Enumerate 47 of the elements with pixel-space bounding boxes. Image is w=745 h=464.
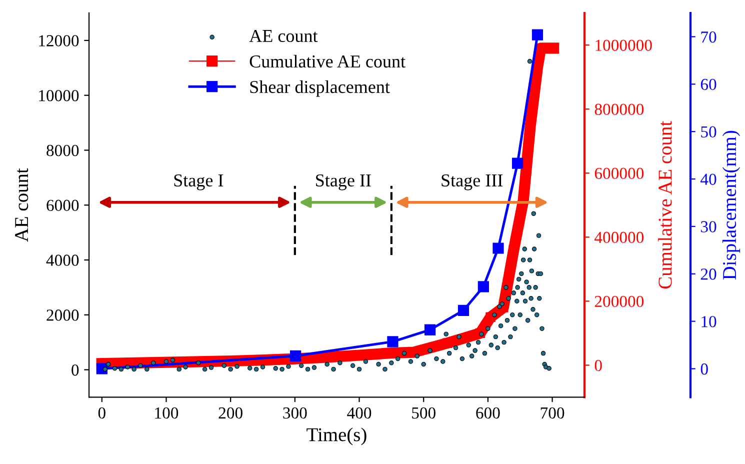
- x-tick-label: 400: [347, 407, 372, 419]
- annotation: Stage III: [442, 174, 503, 190]
- point: [532, 29, 544, 40]
- y3-tick-label: 60: [700, 78, 716, 90]
- x-tick-label: 700: [540, 407, 564, 419]
- y2-tick-label: 600000: [594, 168, 644, 180]
- x-tick-label: 0: [98, 407, 106, 419]
- y3-tick-label: 50: [701, 126, 716, 138]
- x-tick-label: 200: [218, 407, 242, 419]
- y-tick-label: 12000: [39, 35, 79, 46]
- y-tick-label: 10000: [39, 90, 79, 102]
- x-axis-title: Time(s): [306, 428, 366, 446]
- x-tick-label: 600: [476, 407, 500, 419]
- legend-label: Shear displacement: [250, 80, 390, 97]
- y3-tick-label: 10: [702, 316, 716, 328]
- legend-label: AE count: [249, 30, 318, 42]
- annotation: Stage II: [316, 174, 371, 190]
- y2-axis-title: Cumulative AE count: [658, 120, 672, 289]
- legend-label: Cumulative AE count: [250, 54, 406, 68]
- annotation: Stage I: [174, 174, 224, 190]
- point: [512, 158, 524, 169]
- y-tick-label: 2000: [46, 310, 79, 321]
- point: [492, 242, 504, 254]
- y-tick-label: 8000: [46, 144, 79, 156]
- point: [387, 336, 398, 348]
- y-tick-label: 6000: [46, 200, 79, 212]
- y3-tick-label: 20: [700, 268, 716, 280]
- point: [290, 350, 302, 362]
- y2-tick-label: 400000: [594, 232, 644, 244]
- y2-tick-label: 800000: [594, 104, 644, 115]
- x-tick-label: 100: [155, 407, 178, 419]
- y3-axis-title: Displacement(mm): [722, 130, 740, 280]
- point: [478, 281, 489, 292]
- y3-tick-label: 70: [701, 31, 716, 43]
- point: [458, 304, 470, 316]
- y3-tick-label: 40: [700, 174, 716, 185]
- point: [424, 324, 436, 336]
- y-tick-label: 4000: [46, 254, 79, 266]
- y2-tick-label: 200000: [594, 296, 644, 308]
- y2-tick-label: 0: [594, 360, 602, 372]
- y2-tick-label: 1000000: [596, 40, 652, 51]
- x-tick-label: 300: [283, 407, 307, 419]
- y-axis-title: AE count: [15, 168, 28, 242]
- y-tick-label: 0: [72, 364, 79, 376]
- x-tick-label: 500: [412, 407, 436, 419]
- y3-tick-label: 0: [700, 363, 708, 375]
- y3-tick-label: 30: [700, 221, 716, 232]
